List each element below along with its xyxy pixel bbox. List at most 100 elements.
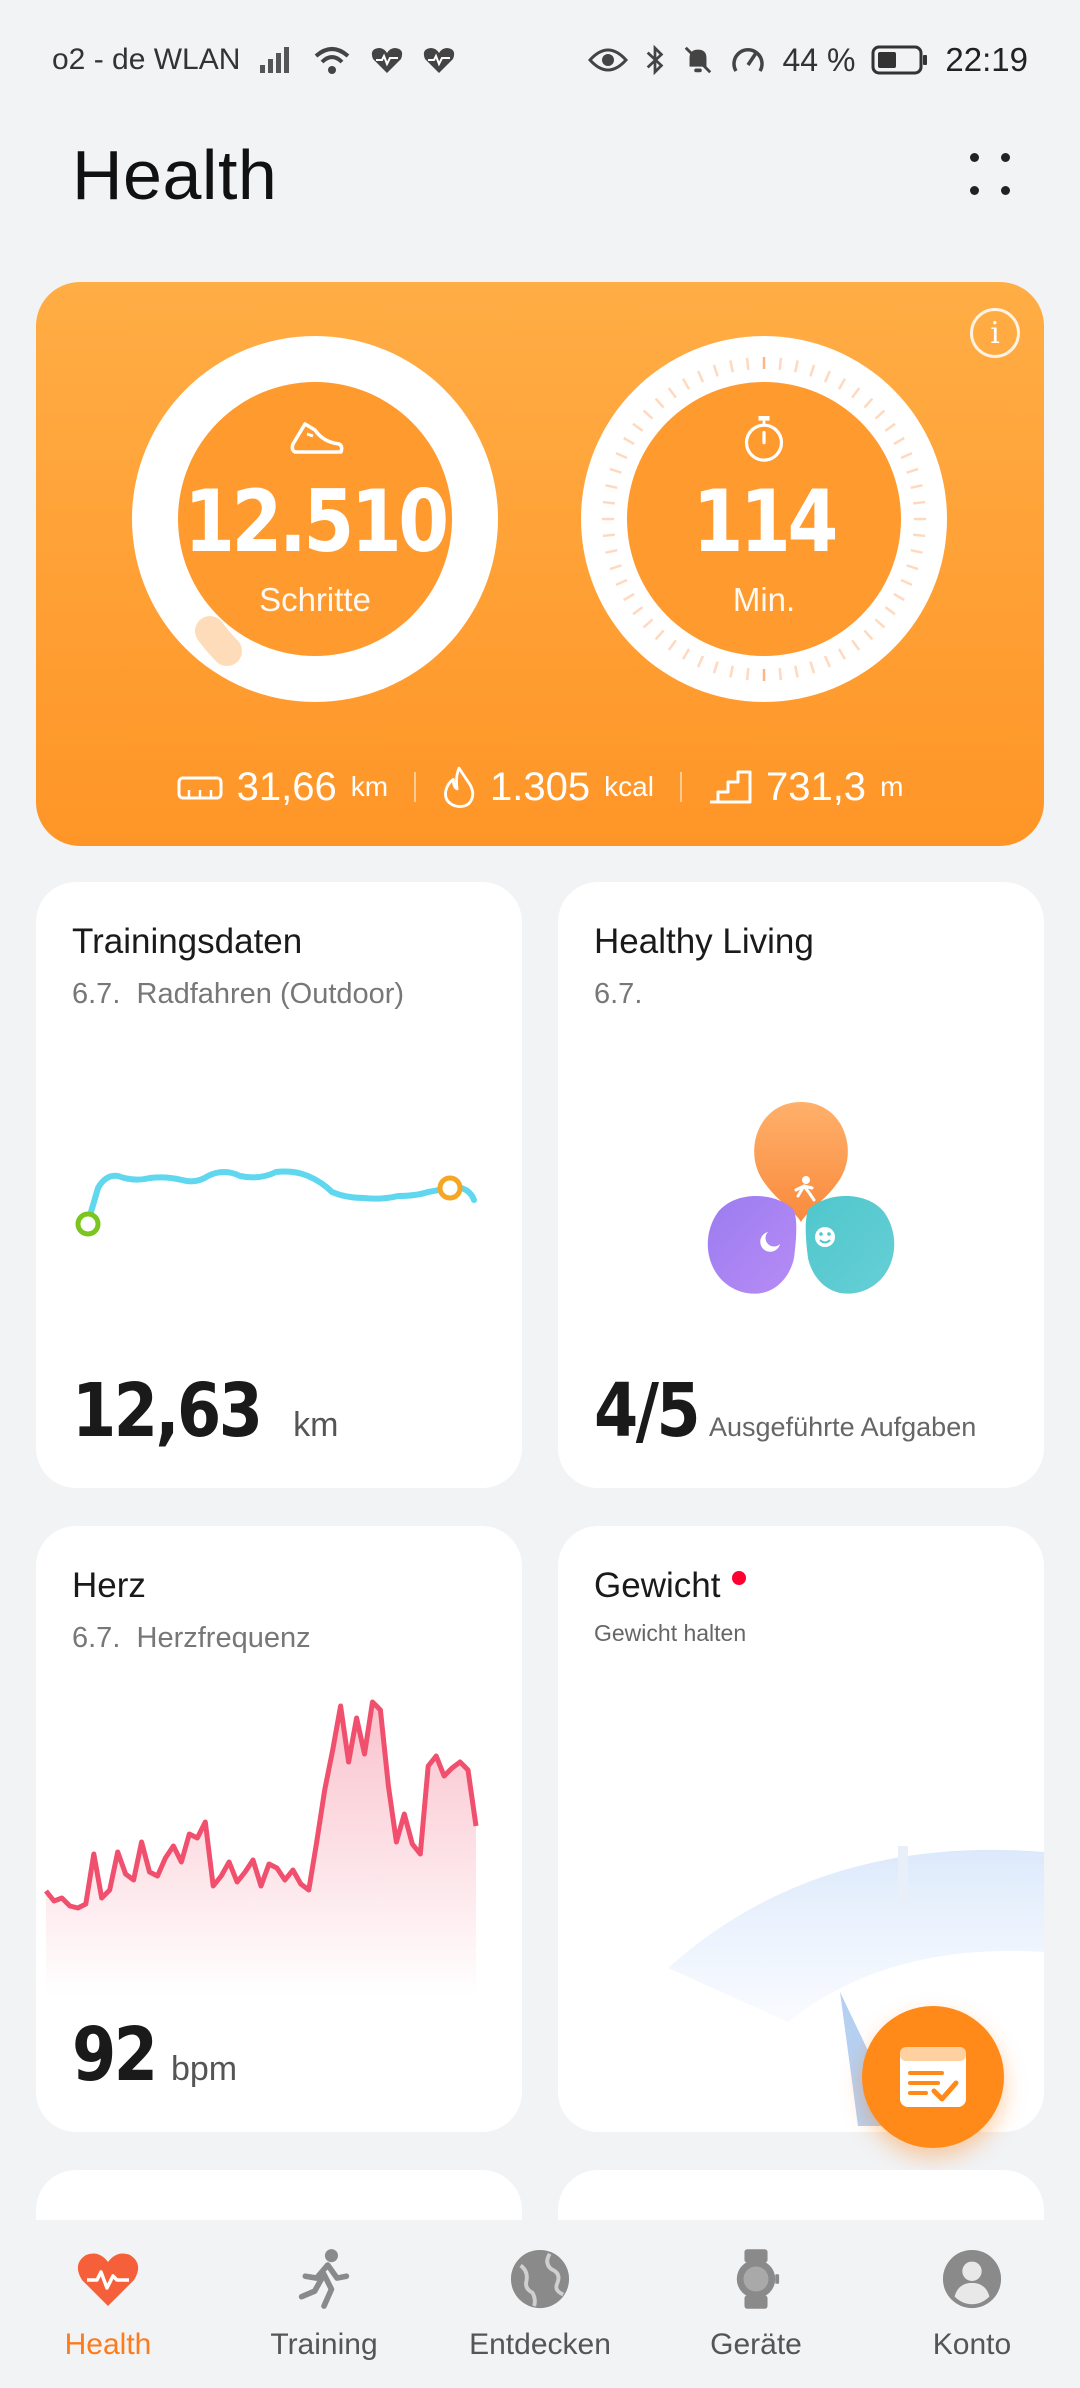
activity-stats: 31,66 km 1.305 kcal 731,3 m [36,752,1044,822]
shoe-icon [290,422,344,454]
tick-mark [623,436,635,446]
task-list-button[interactable] [862,2006,1004,2148]
nav-health[interactable]: Health [0,2246,216,2362]
tick-mark [906,564,919,571]
tick-mark [609,564,622,571]
healthy-date: 6.7. [594,978,643,1010]
tick-mark [837,378,847,390]
tick-mark [729,360,735,373]
heart-rate: 92 [72,2012,158,2098]
tick-mark [729,665,735,678]
speed-icon [730,40,766,80]
tick-mark [642,409,654,420]
notification-dot [732,1570,747,1585]
distance-value: 31,66 [236,764,337,809]
card-title: Trainingsdaten [72,922,303,961]
steps-label: Schritte [259,581,371,618]
mood-petal [805,1196,895,1294]
activity-card[interactable]: i 12.510 Schritte 114 Min. [36,282,1044,846]
info-icon[interactable]: i [970,308,1020,358]
stairs-icon [709,770,752,804]
tick-mark [615,578,628,587]
heart-rate-chart [44,1699,479,1996]
end-marker [437,1175,463,1201]
tick-mark [623,592,635,602]
tick-mark [809,364,816,377]
card-title: Healthy Living [594,922,814,961]
nav-entdecken[interactable]: Entdecken [432,2246,648,2362]
training-date: 6.7. [72,978,121,1010]
nav-label: Konto [932,2328,1012,2361]
calories-unit: kcal [604,771,654,802]
tick-mark [893,436,905,446]
tick-mark [913,500,926,505]
card-title: Gewicht [594,1566,747,1606]
flame-icon [444,766,475,808]
tick-mark [602,500,615,505]
ruler-icon [177,776,223,800]
bottom-nav: Health Training Entdecken Geräte Konto [0,2220,1080,2388]
tick-mark [874,409,886,420]
tick-mark [863,397,874,409]
card-title: Herz [72,1566,146,1605]
card-subtitle: 6.7. Radfahren (Outdoor) [72,978,404,1011]
dot-icon [970,186,979,195]
dot-icon [1001,186,1010,195]
training-value: 12,63 km [72,1368,338,1454]
tick-mark [837,648,847,660]
tick-mark [884,422,896,432]
training-activity: Radfahren (Outdoor) [136,978,405,1010]
status-bar: o2 - de WLAN 44 % 22:19 [0,0,1080,120]
tick-mark [632,606,644,616]
divider [414,772,417,802]
heart-date: 6.7. [72,1622,121,1654]
calories-stat: 1.305 kcal [416,765,680,810]
page-header: Health [72,130,1020,220]
tick-mark [906,467,919,474]
divider [679,772,682,802]
tick-mark [745,357,750,370]
tick-mark [778,668,783,681]
wifi-icon [312,40,352,80]
tick-mark [602,533,615,538]
minutes-ticks [602,357,926,681]
training-card[interactable]: Trainingsdaten 6.7. Radfahren (Outdoor) … [36,882,522,1488]
heart-metric: Herzfrequenz [136,1622,311,1654]
watch-icon [723,2246,789,2312]
tasks-label: Ausgeführte Aufgaben [709,1412,977,1442]
heart-card[interactable]: Herz 6.7. Herzfrequenz 92 bpm [36,1526,522,2132]
nav-label: Training [270,2328,378,2361]
tick-mark [913,533,926,538]
tick-mark [910,484,923,490]
weight-title: Gewicht [594,1566,721,1605]
page-title: Health [72,136,278,214]
tick-mark [654,397,665,409]
minutes-label: Min. [732,581,796,618]
tick-mark [605,548,618,554]
tasks-completed: 4/5 [594,1368,701,1454]
tick-mark [745,668,750,681]
nav-label: Health [64,2328,152,2361]
carrier-label: o2 - de WLAN [52,43,241,76]
minutes-ring: 114 Min. [581,336,947,702]
tick-mark [910,548,923,554]
tick-mark [609,467,622,474]
nav-konto[interactable]: Konto [864,2246,1080,2362]
tick-mark [900,451,913,460]
nav-training[interactable]: Training [216,2246,432,2362]
runner-small-icon [794,1176,816,1202]
steps-value: 12.510 [184,472,449,572]
training-distance: 12,63 [72,1368,263,1454]
more-menu-button[interactable] [960,145,1020,205]
runner-icon [291,2246,357,2312]
tick-mark [823,370,832,383]
steps-ring: 12.510 Schritte [132,336,498,702]
minutes-value: 114 [692,472,839,572]
tick-mark [863,629,874,641]
tick-mark [632,422,644,432]
healthy-living-card[interactable]: Healthy Living 6.7. 4/5 Ausgeführte Aufg… [558,882,1044,1488]
checklist-icon [900,2047,966,2107]
heart-monitor-icon [370,40,404,80]
nav-geraete[interactable]: Geräte [648,2246,864,2362]
tick-mark [712,661,719,674]
